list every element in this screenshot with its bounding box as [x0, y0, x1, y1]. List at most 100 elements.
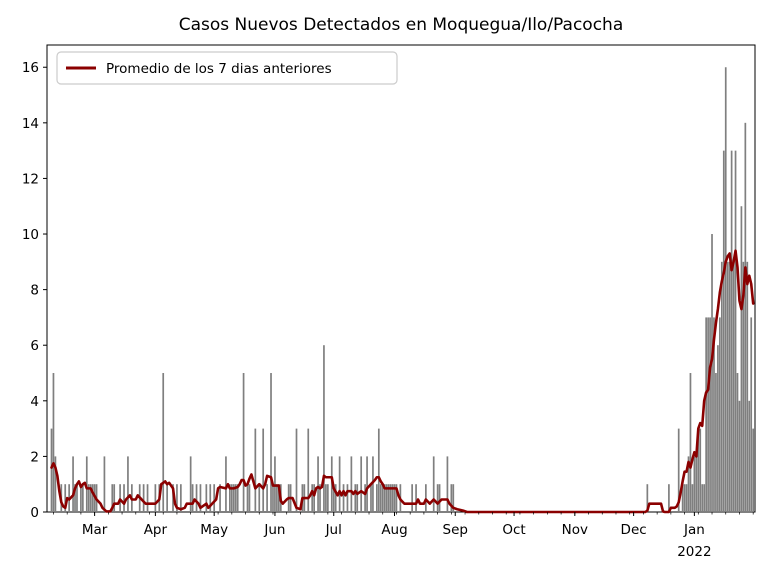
daily-cases-bar [346, 484, 349, 512]
daily-cases-bar [372, 456, 374, 512]
y-tick-label: 14 [22, 116, 39, 132]
daily-cases-bar [383, 484, 386, 512]
daily-cases-bar [370, 484, 372, 512]
x-tick-label: May [200, 522, 228, 538]
daily-cases-bar [350, 456, 353, 512]
daily-cases-bar [432, 456, 435, 512]
daily-cases-bar [750, 317, 753, 512]
daily-cases-bar [697, 428, 700, 512]
daily-cases-bar [91, 484, 94, 512]
daily-cases-bar [72, 456, 74, 512]
x-tick-label: Apr [144, 522, 168, 538]
daily-cases-bar [74, 484, 76, 512]
daily-cases-bar [276, 484, 278, 512]
y-tick-label: 2 [30, 449, 39, 465]
x-tick-label: Nov [562, 522, 588, 538]
daily-cases-bar [209, 484, 212, 512]
daily-cases-bar [103, 456, 106, 512]
daily-cases-bar [272, 484, 274, 512]
daily-cases-bar [689, 373, 692, 512]
daily-cases-bar [334, 484, 337, 512]
daily-cases-bar [728, 261, 731, 512]
x-tick-label: Aug [381, 522, 407, 538]
daily-cases-bar [668, 484, 670, 512]
daily-cases-bar [385, 484, 388, 512]
daily-cases-bar [270, 373, 272, 512]
y-tick-label: 4 [30, 394, 39, 410]
legend: Promedio de los 7 dias anteriores [56, 51, 398, 85]
daily-cases-bar [111, 484, 114, 512]
daily-cases-bar [387, 484, 390, 512]
bars-series [50, 67, 755, 513]
legend-box [56, 51, 398, 85]
daily-cases-bar [229, 484, 231, 512]
daily-cases-bar [295, 428, 298, 512]
daily-cases-bar [146, 484, 149, 512]
daily-cases-bar [123, 484, 125, 512]
x-tick-label: Sep [443, 522, 468, 538]
daily-cases-bar [719, 317, 721, 512]
daily-cases-bar [364, 484, 366, 512]
x-tick-label: Jun [263, 522, 285, 538]
daily-cases-bar [701, 484, 704, 512]
x-tick-label: Jul [325, 522, 342, 538]
daily-cases-bar [166, 484, 168, 512]
daily-cases-bar [389, 484, 392, 512]
daily-cases-bar [85, 456, 88, 512]
y-axis-ticks: 0 2 4 6 8 10 12 14 16 [22, 60, 47, 521]
x-year-label: 2022 [677, 544, 711, 560]
daily-cases-bar [307, 428, 310, 512]
daily-cases-bar [705, 317, 707, 512]
daily-cases-bar [248, 484, 251, 512]
x-tick-label: Dec [621, 522, 647, 538]
daily-cases-bar [274, 456, 276, 512]
daily-cases-bar [411, 484, 413, 512]
daily-cases-bar [379, 484, 382, 512]
daily-cases-bar [377, 428, 380, 512]
daily-cases-bar [325, 484, 327, 512]
daily-cases-bar [742, 261, 745, 512]
daily-cases-bar [646, 484, 649, 512]
daily-cases-bar [205, 484, 208, 512]
daily-cases-bar [713, 317, 715, 512]
daily-cases-bar [89, 484, 92, 512]
daily-cases-bar [189, 456, 192, 512]
daily-cases-bar [691, 484, 694, 512]
daily-cases-bar [219, 484, 221, 512]
plot-border [46, 44, 756, 513]
daily-cases-bar [234, 484, 237, 512]
daily-cases-bar [356, 484, 359, 512]
daily-cases-bar [734, 150, 737, 512]
daily-cases-bar [677, 428, 680, 512]
daily-cases-bar [319, 484, 321, 512]
daily-cases-bar [154, 484, 157, 512]
daily-cases-bar [242, 373, 245, 512]
chart-title: Casos Nuevos Detectados en Moquegua/Ilo/… [179, 15, 624, 35]
daily-cases-bar [230, 484, 233, 512]
daily-cases-bar [425, 484, 427, 512]
daily-cases-bar [720, 261, 723, 512]
daily-cases-bar [736, 373, 739, 512]
daily-cases-bar [732, 261, 735, 512]
daily-cases-bar [436, 484, 439, 512]
daily-cases-bar [332, 484, 335, 512]
daily-cases-bar [707, 317, 709, 512]
daily-cases-bar [393, 484, 396, 512]
daily-cases-bar [162, 373, 165, 512]
daily-cases-bar [685, 484, 688, 512]
daily-cases-bar [752, 428, 755, 512]
daily-cases-bar [258, 484, 261, 512]
daily-cases-bar [381, 484, 384, 512]
daily-cases-bar [744, 122, 747, 512]
daily-cases-bar [54, 456, 57, 512]
daily-cases-bar [415, 484, 417, 512]
daily-cases-bar [738, 400, 741, 512]
daily-cases-bar [446, 456, 449, 512]
daily-cases-bar [354, 484, 357, 512]
legend-label: Promedio de los 7 dias anteriores [106, 61, 332, 77]
daily-cases-bar [317, 456, 319, 512]
daily-cases-bar [366, 456, 368, 512]
daily-cases-bar [452, 484, 455, 512]
daily-cases-bar [438, 484, 441, 512]
